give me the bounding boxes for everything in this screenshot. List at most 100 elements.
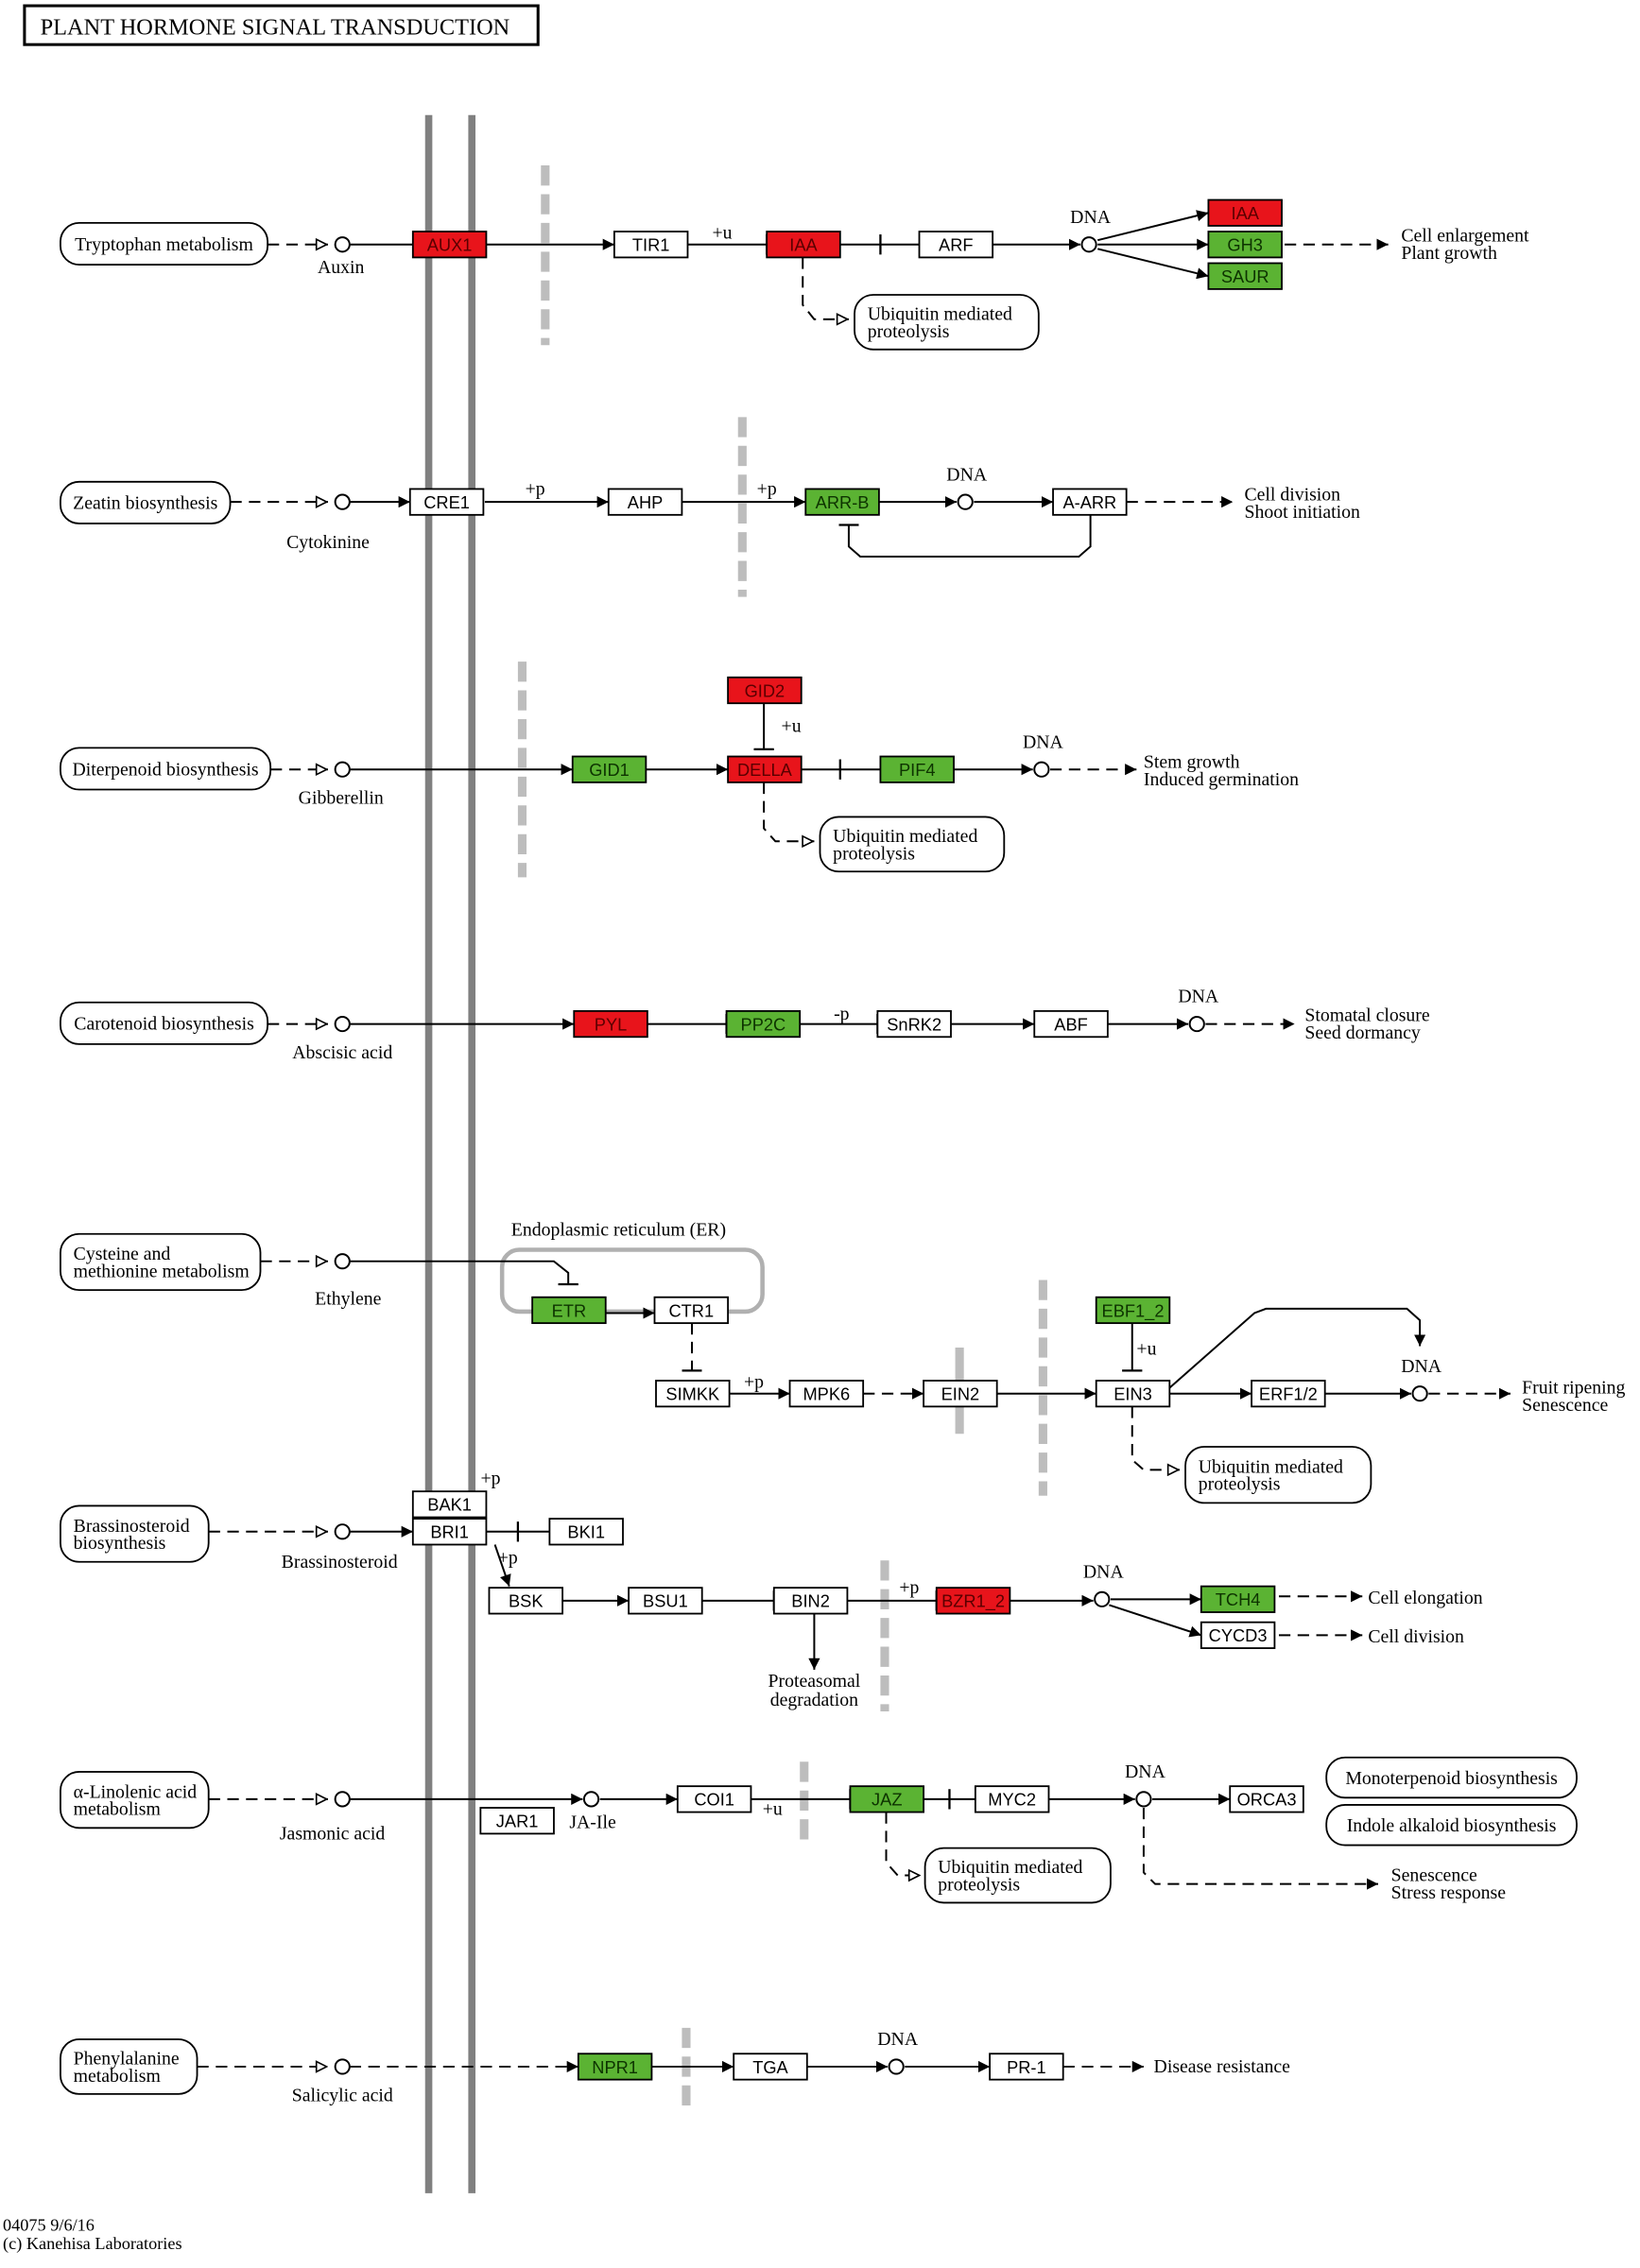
gene-node-simkk[interactable]: SIMKK (655, 1380, 731, 1408)
gene-node-ein3[interactable]: EIN3 (1095, 1380, 1171, 1408)
pathway-map-link[interactable]: Monoterpenoid biosynthesis (1325, 1756, 1578, 1799)
compound-circle[interactable] (334, 2058, 351, 2075)
gene-node-arrb[interactable]: ARR-B (804, 488, 880, 516)
edge-annotation: +u (1136, 1339, 1156, 1360)
gene-node-pr1[interactable]: PR-1 (989, 2053, 1064, 2081)
compound-circle[interactable] (334, 1791, 351, 1808)
gene-node-aux1[interactable]: AUX1 (411, 231, 488, 259)
gene-node-bsu1[interactable]: BSU1 (628, 1587, 703, 1615)
gene-box (923, 1380, 998, 1408)
pathway-map-link[interactable]: Zeatin biosynthesis (60, 480, 232, 524)
gene-node-tga[interactable]: TGA (733, 2053, 808, 2081)
relation-edge (1096, 210, 1209, 242)
gene-node-pyl[interactable]: PYL (573, 1009, 648, 1039)
compound-circle[interactable] (334, 1253, 351, 1270)
pathway-map-link[interactable]: Carotenoid biosynthesis (60, 1001, 269, 1045)
relation-edge (838, 514, 1092, 558)
gene-node-npr1[interactable]: NPR1 (577, 2053, 653, 2081)
compound-circle[interactable] (582, 1791, 600, 1808)
gene-node-ein2[interactable]: EIN2 (923, 1380, 998, 1408)
gene-node-tir1[interactable]: TIR1 (613, 231, 689, 259)
compound-circle[interactable] (334, 1523, 351, 1540)
gene-label: MPK6 (803, 1384, 850, 1404)
gene-node-bzr1_2[interactable]: BZR1_2 (935, 1587, 1011, 1615)
outcome-label: Induced germination (1144, 769, 1299, 790)
gene-node-saur[interactable]: SAUR (1207, 262, 1283, 290)
gene-box (408, 488, 485, 516)
gene-node-orca3[interactable]: ORCA3 (1229, 1785, 1304, 1813)
gene-node-jaz[interactable]: JAZ (849, 1785, 924, 1813)
gene-label: ABF (1054, 1014, 1088, 1034)
compound-circle[interactable] (334, 1015, 351, 1033)
pathway-map-link[interactable]: Diterpenoid biosynthesis (60, 747, 272, 791)
map-label: proteolysis (868, 321, 950, 342)
gene-box (613, 231, 689, 259)
relation-edge (1131, 1406, 1180, 1469)
gene-box (876, 1009, 952, 1039)
outcome-label: Stem growth (1144, 752, 1240, 773)
gene-label: BKI1 (567, 1522, 605, 1542)
gene-node-cre1[interactable]: CRE1 (408, 488, 485, 516)
compound-label: Jasmonic acid (280, 1823, 386, 1844)
pathway-map-link[interactable]: Indole alkaloid biosynthesis (1325, 1804, 1578, 1847)
gene-node-pp2c[interactable]: PP2C (725, 1009, 802, 1039)
gene-label: SnRK2 (887, 1014, 941, 1034)
compound-circle[interactable] (334, 236, 351, 253)
gene-box (1095, 1296, 1171, 1325)
gene-node-mpk6[interactable]: MPK6 (788, 1380, 865, 1408)
gene-node-etr[interactable]: ETR (531, 1296, 607, 1325)
gene-node-coi1[interactable]: COI1 (676, 1785, 752, 1813)
map-label: Monoterpenoid biosynthesis (1345, 1768, 1558, 1789)
gene-node-bak1[interactable]: BAK1 (411, 1490, 488, 1519)
map-box (60, 747, 272, 791)
map-label: Phenylalanine (74, 2049, 180, 2070)
gene-label: CYCD3 (1209, 1625, 1268, 1645)
gene-box (804, 488, 880, 516)
gene-node-bki1[interactable]: BKI1 (548, 1518, 624, 1546)
gene-label: DELLA (737, 760, 793, 780)
gene-node-iaa1[interactable]: IAA (766, 231, 841, 259)
gene-node-della[interactable]: DELLA (727, 755, 803, 783)
gene-node-ebf1_2[interactable]: EBF1_2 (1095, 1296, 1171, 1325)
gene-node-iaa2[interactable]: IAA (1207, 198, 1283, 227)
gene-node-bsk[interactable]: BSK (488, 1587, 563, 1615)
outcome-label: Cell division (1244, 485, 1340, 506)
gene-node-jar1[interactable]: JAR1 (479, 1807, 555, 1835)
gene-node-aarr[interactable]: A-ARR (1052, 488, 1128, 516)
gene-node-gh3[interactable]: GH3 (1207, 231, 1283, 259)
dna-label: DNA (1125, 1761, 1166, 1782)
gene-node-arf[interactable]: ARF (918, 231, 994, 259)
gene-box (733, 2053, 808, 2081)
pathway-map-link[interactable]: Tryptophan metabolism (60, 221, 269, 266)
gene-node-erf12[interactable]: ERF1/2 (1251, 1380, 1326, 1408)
gene-node-bin2[interactable]: BIN2 (772, 1587, 849, 1615)
gene-node-pif4[interactable]: PIF4 (879, 755, 955, 783)
gene-node-ahp[interactable]: AHP (607, 488, 683, 516)
gene-node-snrk2[interactable]: SnRK2 (876, 1009, 952, 1039)
gene-node-abf[interactable]: ABF (1033, 1009, 1109, 1039)
gene-node-gid1[interactable]: GID1 (571, 755, 647, 783)
gene-node-cycd3[interactable]: CYCD3 (1200, 1621, 1276, 1649)
gene-label: BSK (509, 1591, 544, 1611)
gene-node-tch4[interactable]: TCH4 (1200, 1585, 1276, 1613)
gene-node-myc2[interactable]: MYC2 (974, 1785, 1050, 1813)
compound-circle[interactable] (334, 761, 351, 778)
map-label: Carotenoid biosynthesis (74, 1014, 254, 1035)
gene-node-gid2[interactable]: GID2 (727, 676, 803, 705)
gene-node-bri1[interactable]: BRI1 (411, 1518, 488, 1546)
compound-circle[interactable] (334, 493, 351, 510)
gene-label: IAA (1232, 203, 1260, 223)
gene-box (1207, 262, 1283, 290)
outcome-label: Senescence (1522, 1395, 1608, 1416)
gene-box (725, 1009, 802, 1039)
gene-node-ctr1[interactable]: CTR1 (653, 1296, 730, 1325)
map-label: Ubiquitin mediated (868, 304, 1012, 325)
